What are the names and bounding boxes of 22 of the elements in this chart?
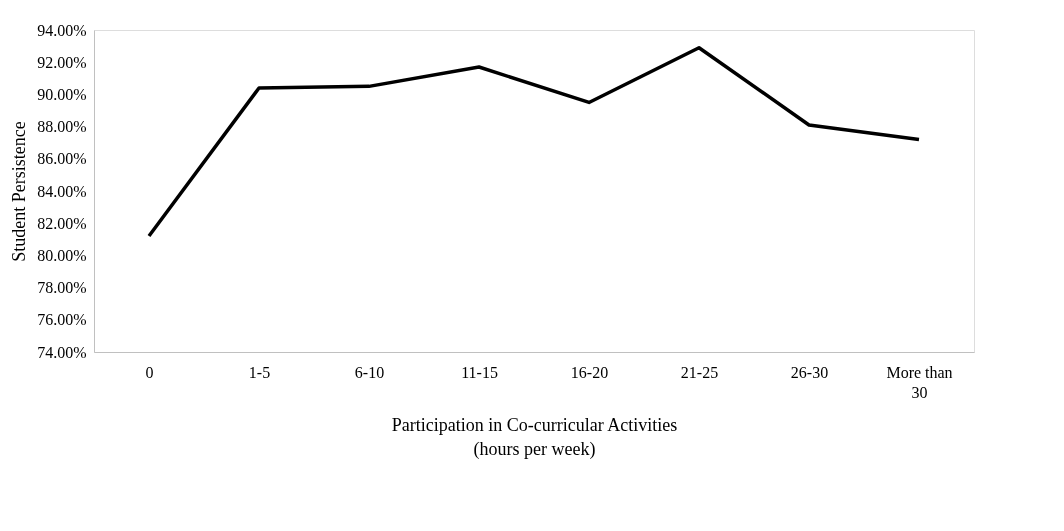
x-tick-label: 6-10 (354, 363, 385, 381)
y-tick-label: 92.00% (37, 53, 87, 71)
y-tick-label: 82.00% (37, 214, 87, 232)
y-tick-label: 76.00% (37, 311, 87, 329)
x-tick-label: 1-5 (248, 363, 271, 381)
y-tick-label: 74.00% (37, 343, 87, 361)
x-tick-label: 21-25 (680, 363, 719, 381)
x-tick-label: More than 30 (886, 363, 953, 401)
y-tick-label: 90.00% (37, 85, 87, 103)
x-tick-label: 11-15 (461, 363, 498, 381)
line-series (147, 45, 921, 238)
x-tick-label: 0 (145, 363, 154, 381)
y-tick-label: 84.00% (37, 182, 87, 200)
y-tick-label: 78.00% (37, 279, 87, 297)
x-tick-label: 16-20 (570, 363, 609, 381)
y-tick-label: 80.00% (37, 246, 87, 264)
y-tick-label: 86.00% (37, 150, 87, 168)
y-tick-label: 88.00% (37, 118, 87, 136)
x-tick-label: 26-30 (790, 363, 829, 381)
x-axis-title: Participation in Co-curricular Activities (hours per week) (391, 414, 678, 460)
y-tick-label: 94.00% (37, 21, 87, 39)
y-axis-title: Student Persistence (9, 121, 30, 262)
